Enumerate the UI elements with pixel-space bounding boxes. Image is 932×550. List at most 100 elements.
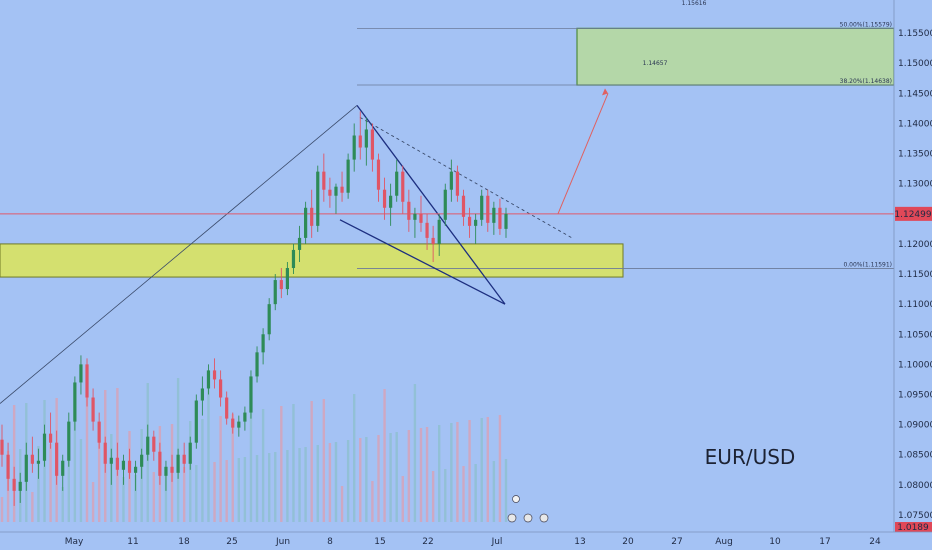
candle-body [170,466,174,473]
candle-body [328,189,332,196]
candle-body [140,454,144,467]
fib-label-0: 0.00%(1.11591) [843,262,892,269]
volume-bar [346,440,350,522]
x-tick-label: May [65,537,84,547]
candle-body [212,370,217,380]
volume-bar [0,497,4,522]
volume-bar [225,460,228,522]
volume-bar [267,453,271,522]
candle-body [419,213,423,223]
candle-body [389,195,393,208]
uptrend-line [0,105,358,404]
candle-body [42,433,47,461]
y-tick-label: 1.14500 [898,89,932,99]
candle-body [55,442,59,476]
candle-body [206,370,211,389]
volume-bar [49,444,52,522]
candle-body [370,129,375,160]
candle-body [237,421,241,428]
price-axis-panel [894,0,932,550]
volume-bar [73,395,77,522]
event-marker [539,513,549,523]
candle-body [291,249,296,269]
candle-body [48,433,53,443]
candle-body [61,460,65,476]
volume-bar [383,389,386,522]
volume-bar [207,373,210,522]
current-price-badge [895,206,932,221]
volume-bar [255,455,259,522]
volume-bar [237,458,241,522]
candle-body [364,129,368,148]
candle-body [449,171,453,190]
volume-bar [322,399,326,522]
volume-bar [438,425,441,522]
x-tick-label: 22 [422,537,433,547]
candle-body [267,304,271,335]
candle-body [461,195,466,217]
candle-body [474,219,478,226]
candle-body [297,237,302,250]
volume-bar [79,439,83,522]
candle-body [413,213,417,220]
volume-bar [468,420,471,522]
x-tick-label: 24 [869,537,881,547]
candle-body [486,195,490,223]
candle-body [12,478,16,491]
candle-body [6,454,10,479]
volume-bar [371,481,374,522]
candle-body [437,219,441,244]
volume-bar [474,464,477,522]
candle-body [85,364,89,398]
candle-body [194,400,198,443]
event-marker [507,513,517,523]
y-tick-label: 1.13000 [898,180,932,190]
fib-label-382: 38.20%(1.14638) [840,78,892,85]
candle-body [401,171,405,202]
candle-body [164,466,168,476]
candle-body [346,159,350,193]
y-tick-label: 1.10500 [898,330,932,340]
x-tick-label: Jun [275,537,290,547]
fib-label-50: 50.00%(1.15579) [840,21,892,28]
volume-bar [97,436,101,522]
candle-body [498,207,502,229]
wedge-upper-line [356,104,506,305]
candle-body [176,454,180,473]
candle-body [310,207,314,226]
projection-arrow-line [557,93,609,214]
volume-bar [85,393,89,522]
candle-body [103,442,107,464]
volume-bar [249,411,253,522]
candle-body [249,376,253,413]
volume-bar [134,475,137,522]
bottom-price-badge [895,522,932,532]
candle-body [285,268,289,290]
candle-body [304,207,308,238]
volume-bar [359,438,362,522]
x-tick-label: 10 [769,537,781,547]
candle-body [352,135,356,160]
x-tick-label: 27 [671,537,682,547]
candle-body [79,364,83,383]
x-tick-label: 8 [327,537,333,547]
candle-body [273,280,277,305]
candle-body [395,171,399,196]
event-marker [512,495,520,503]
y-tick-label: 1.12000 [898,240,932,250]
candle-body [255,352,259,377]
candle-body [109,457,113,464]
volume-bar [280,406,283,522]
candle-body [243,412,247,422]
volume-bar [352,394,356,522]
event-marker [523,513,533,523]
y-tick-label: 1.15000 [898,59,932,69]
volume-bar [292,404,295,522]
volume-bar [462,466,465,522]
volume-bar [486,417,489,522]
volume-bar [389,433,392,522]
volume-bar [298,448,301,522]
candle-body [480,195,484,220]
candle-body [97,421,101,443]
